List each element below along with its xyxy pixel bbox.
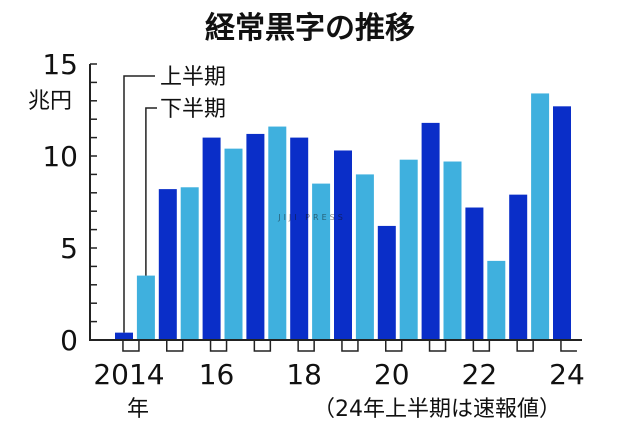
x-tick-label: 2014 bbox=[93, 358, 164, 391]
year-bracket bbox=[122, 340, 140, 352]
preliminary-note: （24年上半期は速報値） bbox=[313, 397, 561, 422]
bar-2019H2 bbox=[355, 174, 374, 340]
bar-2020H2 bbox=[399, 159, 418, 340]
bar-2022H1 bbox=[465, 207, 484, 340]
legend-leader-line-first-half bbox=[123, 75, 155, 333]
bar-2016H2 bbox=[224, 148, 243, 340]
year-bracket bbox=[516, 340, 534, 352]
bar-2014H1 bbox=[115, 332, 133, 340]
x-tick-label: 16 bbox=[199, 358, 235, 391]
chart-title: 経常黒字の推移 bbox=[205, 11, 415, 46]
x-axis-unit-label: 年 bbox=[127, 397, 149, 422]
bar-2018H2 bbox=[312, 183, 331, 340]
bar-2015H2 bbox=[180, 187, 199, 340]
bar-2023H2 bbox=[531, 93, 550, 340]
watermark: JIJI PRESS bbox=[277, 213, 346, 222]
y-tick-label: 15 bbox=[42, 48, 78, 81]
year-bracket bbox=[297, 340, 315, 352]
y-tick-label: 0 bbox=[60, 324, 78, 357]
x-tick-label: 24 bbox=[549, 358, 585, 391]
legend-leader-line-second-half bbox=[145, 107, 157, 276]
bar-2015H1 bbox=[158, 189, 177, 340]
bar-2022H2 bbox=[487, 260, 506, 340]
year-bracket bbox=[253, 340, 272, 352]
bar-2020H1 bbox=[377, 225, 396, 340]
y-tick-label: 5 bbox=[60, 232, 78, 265]
y-axis-unit-label: 兆円 bbox=[28, 89, 72, 114]
bar-2021H2 bbox=[443, 161, 462, 340]
bar-2016H1 bbox=[202, 137, 221, 340]
legend-label-second-half: 下半期 bbox=[160, 97, 226, 122]
bar-2023H1 bbox=[509, 194, 528, 340]
bars-group bbox=[115, 93, 571, 340]
axes-group: 0 5 10 15 2014 16 18 20 22 24 bbox=[42, 48, 584, 391]
bar-2024H1 bbox=[553, 106, 571, 340]
year-bracket bbox=[341, 340, 359, 352]
bar-2017H1 bbox=[246, 133, 265, 340]
x-tick-label: 18 bbox=[286, 358, 322, 391]
bar-2019H1 bbox=[334, 150, 352, 340]
y-tick-label: 10 bbox=[42, 140, 78, 173]
year-bracket bbox=[472, 340, 491, 352]
bar-2014H2 bbox=[136, 275, 155, 340]
year-bracket bbox=[209, 340, 228, 352]
bar-2017H2 bbox=[268, 126, 287, 340]
bar-2018H1 bbox=[290, 137, 309, 340]
year-bracket bbox=[428, 340, 447, 352]
year-bracket bbox=[166, 340, 184, 352]
legend-label-first-half: 上半期 bbox=[160, 65, 226, 90]
bar-2021H1 bbox=[421, 122, 440, 340]
year-bracket bbox=[385, 340, 403, 352]
x-tick-label: 22 bbox=[462, 358, 498, 391]
x-tick-label: 20 bbox=[374, 358, 410, 391]
year-bracket bbox=[560, 339, 577, 352]
